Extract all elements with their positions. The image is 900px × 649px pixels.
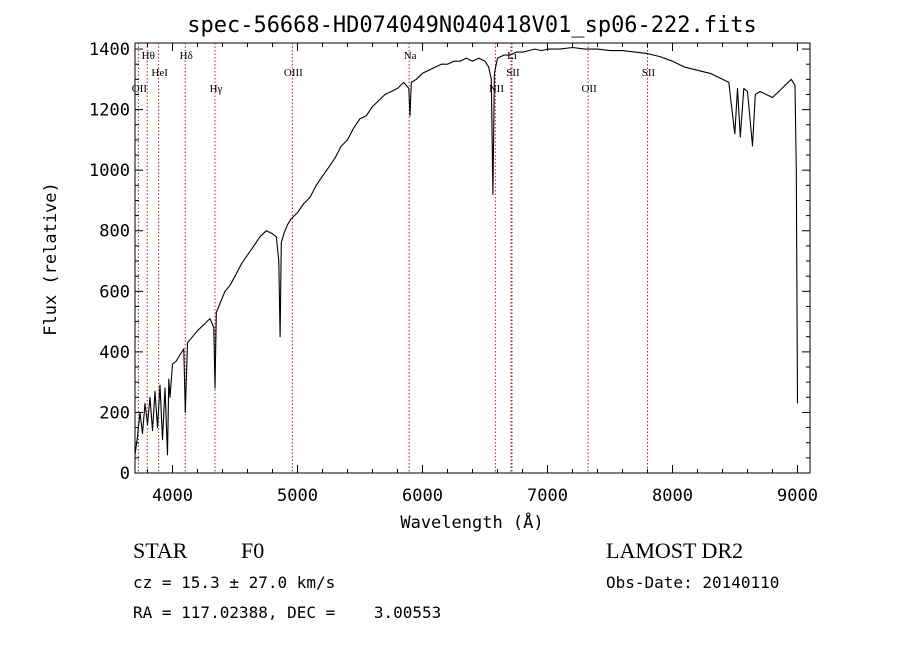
line-marker-label-8: SII [506, 67, 520, 79]
line-marker-label-1: OII [132, 83, 148, 95]
y-tick-label-5: 1000 [89, 161, 130, 181]
line-marker-label-4: Hγ [210, 83, 223, 95]
x-tick-label-4: 8000 [652, 486, 693, 506]
redshift-value: cz = 15.3 ± 27.0 km/s [133, 573, 336, 592]
observation-date: Obs-Date: 20140110 [606, 573, 780, 592]
x-axis-label: Wavelength (Å) [400, 511, 543, 533]
y-tick-label-2: 400 [99, 343, 130, 363]
y-tick-label-4: 800 [99, 222, 130, 242]
y-tick-label-6: 1200 [89, 101, 130, 121]
coordinates: RA = 117.02388, DEC = 3.00553 [133, 603, 442, 622]
x-tick-label-1: 5000 [277, 486, 318, 506]
x-tick-label-2: 6000 [402, 486, 443, 506]
y-tick-label-3: 600 [99, 282, 130, 302]
object-type: STAR [133, 538, 188, 563]
x-tick-label-3: 7000 [527, 486, 568, 506]
line-marker-label-2: HeI [151, 67, 168, 79]
line-marker-label-3: Hδ [180, 50, 193, 62]
x-tick-label-5: 9000 [777, 486, 818, 506]
y-tick-label-1: 200 [99, 403, 130, 423]
y-axis-label: Flux (relative) [41, 182, 61, 336]
y-tick-label-7: 1400 [89, 40, 130, 60]
line-marker-label-7: NII [489, 83, 505, 95]
survey-name: LAMOST DR2 [606, 538, 744, 563]
line-marker-label-6: Na [404, 50, 417, 62]
line-marker-label-10: OII [581, 83, 597, 95]
chart-title: spec-56668-HD074049N040418V01_sp06-222.f… [187, 13, 757, 38]
x-tick-label-0: 4000 [152, 486, 193, 506]
line-marker-label-5: OIII [284, 67, 303, 79]
spectrum-series-0 [134, 46, 799, 456]
line-marker-label-0: Hθ [142, 50, 155, 62]
plot-frame [134, 42, 811, 474]
y-tick-label-0: 0 [120, 464, 130, 484]
line-marker-label-11: SII [642, 67, 656, 79]
spectral-class: F0 [241, 538, 265, 563]
line-marker-label-9: Li [507, 50, 517, 62]
